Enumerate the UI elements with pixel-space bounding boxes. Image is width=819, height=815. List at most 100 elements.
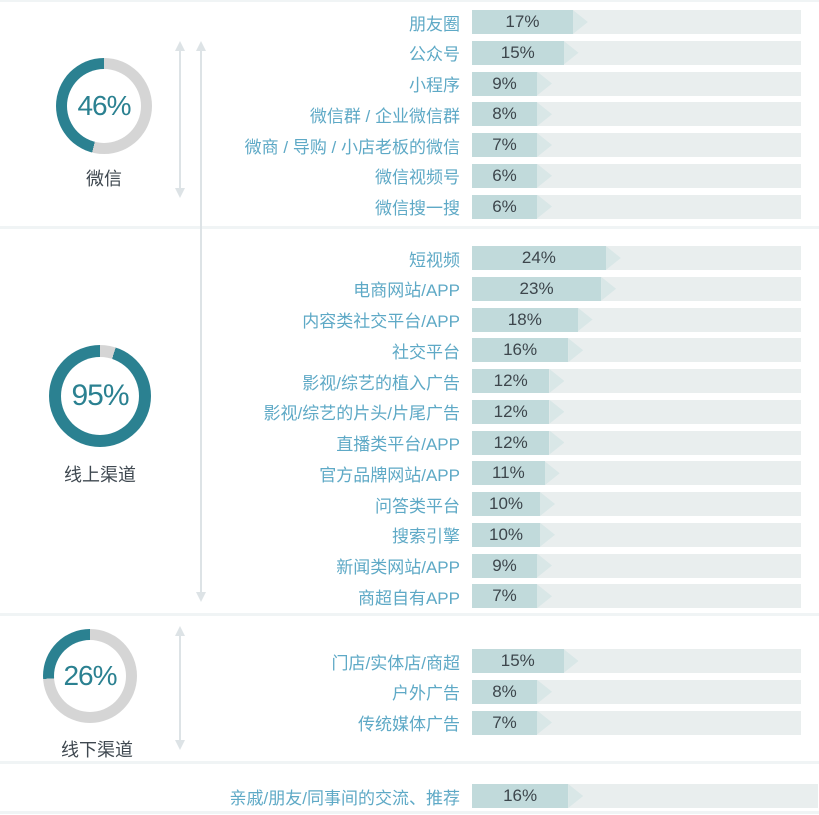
bar-fill: 23% — [472, 276, 602, 301]
row-label: 公众号 — [409, 45, 460, 65]
bar-track: 9% — [472, 553, 801, 578]
donut-chart: 26% — [43, 629, 137, 723]
bar-fill: 7% — [472, 584, 537, 609]
row-label: 电商网站/APP — [353, 281, 460, 301]
bar-fill: 9% — [472, 71, 537, 96]
donut-chart: 46% — [56, 58, 152, 154]
bar-fill: 7% — [472, 710, 537, 735]
bar-track: 7% — [472, 133, 801, 157]
online-range-arrow — [196, 41, 206, 602]
bar-track: 16% — [472, 338, 801, 363]
wechat-range-arrow — [175, 41, 185, 198]
row-label: 微信视频号 — [375, 168, 460, 188]
bar-tip-chevron-icon — [601, 276, 617, 301]
row-label: 官方品牌网站/APP — [319, 465, 460, 485]
bar-tip-chevron-icon — [540, 492, 555, 516]
donut-chart: 95% — [49, 345, 151, 447]
bar-tip-chevron-icon — [549, 369, 565, 393]
bar-tip-chevron-icon — [540, 522, 555, 547]
row-label: 直播类平台/APP — [336, 435, 460, 454]
row-label: 新闻类网站/APP — [336, 558, 460, 577]
donut-value: 46% — [77, 90, 131, 121]
row-label: 门店/实体店/商超 — [331, 653, 460, 673]
bar-tip-chevron-icon — [568, 784, 584, 808]
bar-fill: 9% — [472, 553, 537, 578]
row-label: 户外广告 — [392, 684, 460, 704]
bar-fill: 16% — [472, 338, 569, 363]
bar-track: 10% — [472, 522, 801, 547]
row-label: 问答类平台 — [375, 496, 460, 516]
bar-tip-chevron-icon — [537, 553, 552, 578]
section-divider — [0, 226, 819, 229]
donut-hole: 26% — [54, 640, 126, 712]
row-label: 社交平台 — [392, 342, 460, 362]
bar-tip-chevron-icon — [605, 246, 621, 270]
bar-track: 15% — [472, 649, 801, 673]
row-label: 短视频 — [409, 250, 460, 270]
bar-track: 18% — [472, 307, 801, 332]
donut-value: 95% — [71, 379, 129, 412]
row-label: 搜索引擎 — [392, 527, 460, 547]
bar-tip-chevron-icon — [537, 71, 552, 96]
bar-tip-chevron-icon — [537, 163, 552, 188]
bar-tip-chevron-icon — [537, 133, 552, 157]
row-label: 传统媒体广告 — [358, 715, 460, 734]
donut-caption: 微信 — [86, 169, 122, 189]
bar-track: 23% — [472, 276, 801, 301]
bar-tip-chevron-icon — [577, 307, 593, 332]
bar-fill: 12% — [472, 369, 550, 393]
bar-tip-chevron-icon — [572, 10, 588, 34]
bar-track: 8% — [472, 679, 801, 704]
donut-caption: 线下渠道 — [61, 740, 133, 760]
row-label: 朋友圈 — [409, 14, 460, 34]
bar-fill: 15% — [472, 649, 564, 673]
row-label: 影视/综艺的片头/片尾广告 — [263, 404, 460, 424]
bar-track: 9% — [472, 71, 801, 96]
row-label: 商超自有APP — [357, 588, 460, 608]
bar-tip-chevron-icon — [549, 399, 565, 424]
bar-fill: 7% — [472, 133, 537, 157]
bar-fill: 11% — [472, 461, 545, 486]
bar-track: 10% — [472, 492, 801, 516]
section-divider — [0, 0, 819, 2]
bar-track: 11% — [472, 461, 801, 486]
bar-fill: 6% — [472, 194, 537, 219]
offline-range-arrow — [175, 626, 185, 750]
bar-fill: 15% — [472, 40, 564, 65]
bar-fill: 24% — [472, 246, 606, 270]
bar-track: 16% — [472, 784, 818, 808]
bar-tip-chevron-icon — [537, 584, 552, 609]
row-label: 小程序 — [409, 76, 460, 95]
row-label: 微信群 / 企业微信群 — [309, 106, 460, 126]
bar-tip-chevron-icon — [544, 461, 560, 486]
bar-track: 15% — [472, 40, 801, 65]
bar-track: 7% — [472, 710, 801, 735]
bar-tip-chevron-icon — [537, 194, 552, 219]
row-label: 亲戚/朋友/同事间的交流、推荐 — [229, 788, 460, 808]
bar-tip-chevron-icon — [563, 649, 579, 673]
bar-fill: 18% — [472, 307, 578, 332]
donut-caption: 线上渠道 — [64, 465, 136, 485]
bar-track: 7% — [472, 584, 801, 609]
bar-fill: 10% — [472, 522, 540, 547]
bar-fill: 10% — [472, 492, 540, 516]
row-label: 影视/综艺的植入广告 — [302, 373, 460, 393]
bar-track: 12% — [472, 369, 801, 393]
bar-tip-chevron-icon — [537, 102, 552, 127]
bar-track: 24% — [472, 246, 801, 270]
section-divider — [0, 613, 819, 616]
bar-fill: 17% — [472, 10, 573, 34]
section-divider — [0, 811, 819, 814]
bar-tip-chevron-icon — [537, 679, 552, 704]
section-divider — [0, 761, 819, 764]
bar-fill: 6% — [472, 163, 537, 188]
bar-fill: 12% — [472, 399, 550, 424]
bar-tip-chevron-icon — [549, 430, 565, 455]
bar-fill: 12% — [472, 430, 550, 455]
row-label: 微信搜一搜 — [375, 199, 460, 218]
donut-value: 26% — [63, 660, 117, 691]
row-label: 微商 / 导购 / 小店老板的微信 — [244, 137, 460, 157]
bar-track: 8% — [472, 102, 801, 127]
bar-tip-chevron-icon — [537, 710, 552, 735]
bar-tip-chevron-icon — [568, 338, 584, 363]
